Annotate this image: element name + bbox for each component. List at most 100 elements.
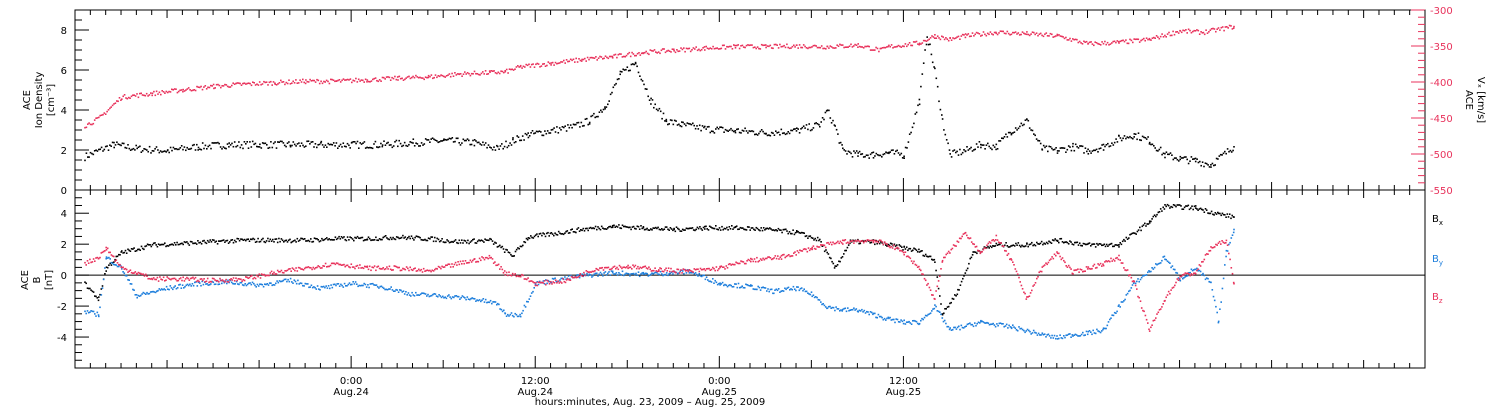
- density-point: [1144, 137, 1147, 139]
- density-point: [956, 150, 958, 153]
- velocity-point: [1127, 42, 1130, 45]
- velocity-point: [258, 81, 261, 83]
- b-y-point: [84, 310, 86, 313]
- velocity-point: [943, 38, 946, 41]
- density-point: [444, 138, 447, 141]
- velocity-point: [1072, 38, 1074, 40]
- b-y-point: [122, 271, 124, 273]
- b-z-point: [856, 239, 859, 242]
- velocity-point: [804, 45, 806, 48]
- velocity-point: [796, 44, 798, 46]
- b-y-point: [505, 315, 508, 317]
- b-z-point: [398, 266, 400, 269]
- b-z-point: [956, 240, 959, 243]
- b-x-point: [902, 249, 904, 251]
- b-y-point: [289, 277, 292, 280]
- b-z-point: [1229, 258, 1231, 261]
- velocity-point: [639, 54, 642, 56]
- b-z-point: [692, 271, 694, 273]
- b-x-point: [753, 228, 755, 231]
- b-y-point: [1067, 333, 1070, 335]
- b-y-point: [440, 296, 443, 299]
- b-x-point: [1228, 213, 1231, 215]
- b-z-point: [290, 270, 292, 272]
- b-y-point: [1101, 330, 1103, 332]
- density-point: [847, 150, 850, 153]
- b-x-point: [691, 227, 694, 229]
- density-point: [394, 141, 396, 143]
- b-z-point: [116, 262, 119, 264]
- density-point: [721, 126, 724, 129]
- density-point: [804, 127, 806, 129]
- density-point: [480, 144, 483, 146]
- density-point: [1112, 144, 1115, 146]
- velocity-point: [490, 70, 493, 72]
- density-point: [888, 152, 890, 155]
- b-z-point: [979, 252, 982, 255]
- b-z-point: [963, 232, 966, 235]
- density-point: [106, 145, 108, 147]
- velocity-point: [758, 47, 760, 50]
- b-y-point: [634, 273, 636, 276]
- density-point: [298, 142, 300, 144]
- b-x-point: [291, 240, 294, 243]
- velocity-point: [193, 89, 195, 91]
- b-z-point: [968, 237, 971, 240]
- velocity-point: [123, 94, 126, 96]
- density-point: [1016, 129, 1018, 131]
- b-z-point: [931, 294, 933, 296]
- b-z-point: [559, 281, 562, 283]
- b-z-point: [524, 278, 527, 280]
- b-z-point: [1053, 253, 1056, 256]
- velocity-point: [1123, 40, 1126, 43]
- b-y-point: [460, 296, 462, 299]
- density-point: [1044, 146, 1046, 149]
- b-y-point: [978, 322, 981, 324]
- b-x-point: [90, 289, 92, 291]
- velocity-point: [1108, 44, 1110, 46]
- b-x-point: [421, 239, 424, 241]
- b-z-point: [410, 268, 413, 271]
- density-point: [392, 145, 395, 147]
- b-y-point: [602, 275, 604, 277]
- velocity-point: [812, 44, 815, 47]
- b-z-point: [655, 270, 658, 272]
- b-z-point: [461, 263, 463, 265]
- velocity-point: [194, 89, 197, 92]
- density-point: [1164, 156, 1166, 159]
- b-x-point: [1037, 243, 1039, 245]
- b-z-point: [662, 270, 665, 273]
- b-z-point: [151, 277, 153, 280]
- b-z-point: [1105, 260, 1107, 262]
- b-x-point: [371, 239, 373, 241]
- density-point: [625, 68, 627, 71]
- b-x-point: [179, 242, 182, 245]
- b-y-point: [406, 294, 408, 296]
- density-point: [655, 108, 658, 111]
- density-point: [1175, 157, 1177, 159]
- density-point: [339, 143, 342, 146]
- density-point: [630, 63, 633, 66]
- density-point: [1081, 145, 1084, 148]
- density-point: [224, 147, 226, 149]
- b-z-point: [1107, 260, 1110, 262]
- velocity-point: [553, 64, 555, 66]
- density-point: [1168, 153, 1170, 156]
- b-z-point: [426, 269, 429, 271]
- b-z-point: [941, 259, 944, 262]
- velocity-point: [975, 31, 978, 34]
- b-y-point: [752, 288, 755, 290]
- b-y-point: [143, 292, 146, 295]
- b-x-point: [221, 239, 224, 242]
- b-y-point: [985, 322, 987, 324]
- velocity-point: [846, 46, 848, 48]
- b-y-point: [164, 289, 167, 291]
- b-y-point: [1178, 278, 1181, 281]
- b-y-point: [677, 272, 679, 275]
- b-x-point: [1142, 224, 1145, 226]
- b-y-point: [532, 290, 534, 293]
- velocity-point: [133, 94, 135, 96]
- b-z-point: [526, 278, 528, 281]
- density-point: [418, 145, 420, 147]
- b-z-point: [130, 271, 133, 274]
